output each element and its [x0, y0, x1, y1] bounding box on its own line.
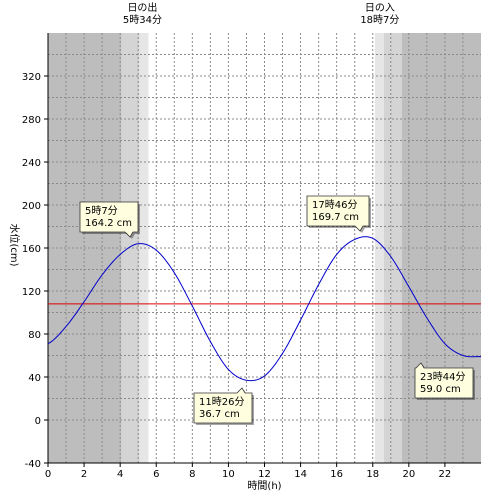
y-axis-title: 水位(cm)	[8, 223, 21, 266]
twilight-evening-1	[374, 33, 384, 463]
callout-value: 169.7 cm	[312, 212, 359, 223]
callout-box	[193, 387, 253, 424]
grid-lines	[48, 33, 481, 463]
y-tick-label: 120	[22, 287, 41, 298]
sunrise-label: 日の出	[127, 1, 157, 14]
callout-time: 5時7分	[85, 205, 118, 217]
tide-series	[47, 236, 482, 382]
axes: -40 0 40 80 120 160 200 240 280 320 0 2 4 6 8 10 12 14 16 1…	[22, 33, 481, 480]
tide-line	[47, 236, 482, 382]
x-tick-label: 8	[189, 469, 195, 480]
sunrise-time: 5時34分	[123, 14, 162, 26]
callout-box	[79, 201, 139, 238]
x-tick-label: 4	[117, 469, 123, 480]
callout-box	[306, 195, 370, 232]
twilight-morning-2	[139, 33, 149, 463]
y-tick-label: 200	[22, 201, 41, 212]
y-tick-label: 160	[22, 244, 41, 255]
y-tick-label: 280	[22, 115, 41, 126]
callout-value: 36.7 cm	[199, 409, 240, 420]
y-tick-label: -40	[25, 459, 41, 470]
callout-value: 164.2 cm	[85, 218, 132, 229]
callout-time: 11時26分	[199, 396, 244, 408]
x-tick-label: 20	[402, 469, 415, 480]
x-tick-label: 0	[45, 469, 51, 480]
callout-box	[414, 362, 474, 399]
x-axis-title: 時間(h)	[247, 480, 281, 492]
x-tick-label: 22	[439, 469, 452, 480]
x-tick-label: 16	[330, 469, 343, 480]
y-tick-label: 80	[28, 330, 41, 341]
y-tick-label: 0	[35, 416, 41, 427]
x-tick-label: 6	[153, 469, 159, 480]
callout-value: 59.0 cm	[420, 384, 461, 395]
callout-time: 23時44分	[420, 371, 465, 383]
y-tick-label: 40	[28, 373, 41, 384]
y-tick-label: 320	[22, 72, 41, 83]
callout-time: 17時46分	[312, 199, 357, 211]
x-tick-label: 2	[81, 469, 87, 480]
y-tick-label: 240	[22, 158, 41, 169]
x-tick-label: 10	[222, 469, 235, 480]
x-tick-label: 18	[366, 469, 379, 480]
sunset-label: 日の入	[365, 3, 395, 14]
sunset-time: 18時7分	[360, 14, 399, 26]
x-tick-label: 12	[258, 469, 271, 480]
x-tick-label: 14	[294, 469, 307, 480]
